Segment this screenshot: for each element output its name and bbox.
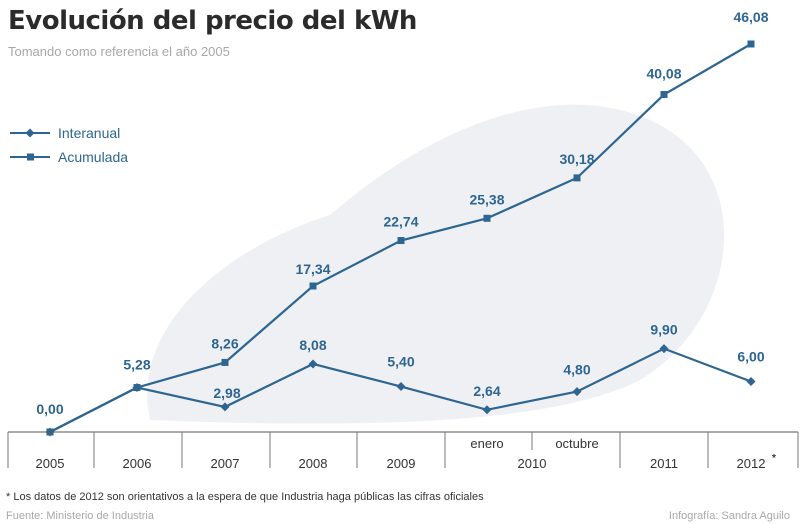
data-label: 6,00 (737, 348, 764, 364)
x-tick-label: 2005 (36, 456, 65, 471)
legend-label: Acumulada (58, 149, 128, 165)
data-point (482, 405, 492, 415)
data-label: 30,18 (559, 151, 594, 167)
data-label: 5,28 (123, 357, 150, 373)
data-label: 40,08 (646, 66, 681, 82)
data-point (397, 237, 405, 245)
data-point (483, 214, 491, 222)
light-bulb-watermark (147, 104, 725, 424)
data-point (133, 384, 141, 392)
data-point (746, 376, 756, 386)
series-layer: 2,98 8,08 5,40 2,64 4,80 9,90 6,00 0,00 5,28 8,26… (36, 9, 769, 437)
data-point (747, 40, 755, 48)
x-tick-label: enero (470, 436, 503, 451)
watermark-shape (147, 104, 725, 424)
legend-label: Interanual (58, 125, 120, 141)
data-point (572, 387, 582, 397)
x-tick-label: 2007 (211, 456, 240, 471)
x-tick-label: octubre (555, 436, 598, 451)
data-label: 8,26 (211, 335, 238, 351)
credit-note: Infografía: Sandra Aguilo (668, 510, 790, 522)
source-note: Fuente: Ministerio de Industria (6, 510, 154, 522)
x-tick-label: 2012 (737, 456, 766, 471)
data-label: 22,74 (383, 214, 418, 230)
data-label: 25,38 (469, 191, 504, 207)
data-label: 8,08 (299, 337, 326, 353)
x-tick-label: 2009 (387, 456, 416, 471)
data-label: 2,64 (473, 383, 500, 399)
data-point (659, 344, 669, 354)
data-point (573, 174, 581, 182)
data-label: 5,40 (387, 354, 414, 370)
x-tick-label: 2011 (650, 456, 678, 471)
x-tick-label: 2006 (123, 456, 152, 471)
legend: Interanual Acumulada (10, 125, 128, 165)
data-point (660, 91, 668, 99)
legend-marker (25, 128, 35, 138)
x-axis: 2005 2006 2007 2008 2009 enero octubre 2010 2011… (7, 431, 799, 471)
x-tick-label: 2008 (299, 456, 328, 471)
data-label: 9,90 (650, 322, 677, 338)
data-label: 17,34 (295, 261, 330, 277)
data-point (309, 282, 317, 290)
data-point (396, 382, 406, 392)
chart-subtitle: Tomando como referencia el año 2005 (8, 44, 230, 59)
data-label: 0,00 (36, 401, 63, 417)
data-label: 4,80 (563, 362, 590, 378)
data-point (308, 359, 318, 369)
x-tick-label: 2010 (518, 456, 547, 471)
chart-title: Evolución del precio del kWh (8, 6, 417, 36)
footnote: * Los datos de 2012 son orientativos a l… (6, 491, 484, 503)
data-label: 46,08 (733, 9, 768, 25)
data-point (221, 358, 229, 366)
x-tick-label: * (772, 453, 776, 464)
legend-marker (27, 153, 34, 161)
data-label: 2,98 (213, 385, 240, 401)
data-point (220, 402, 230, 412)
